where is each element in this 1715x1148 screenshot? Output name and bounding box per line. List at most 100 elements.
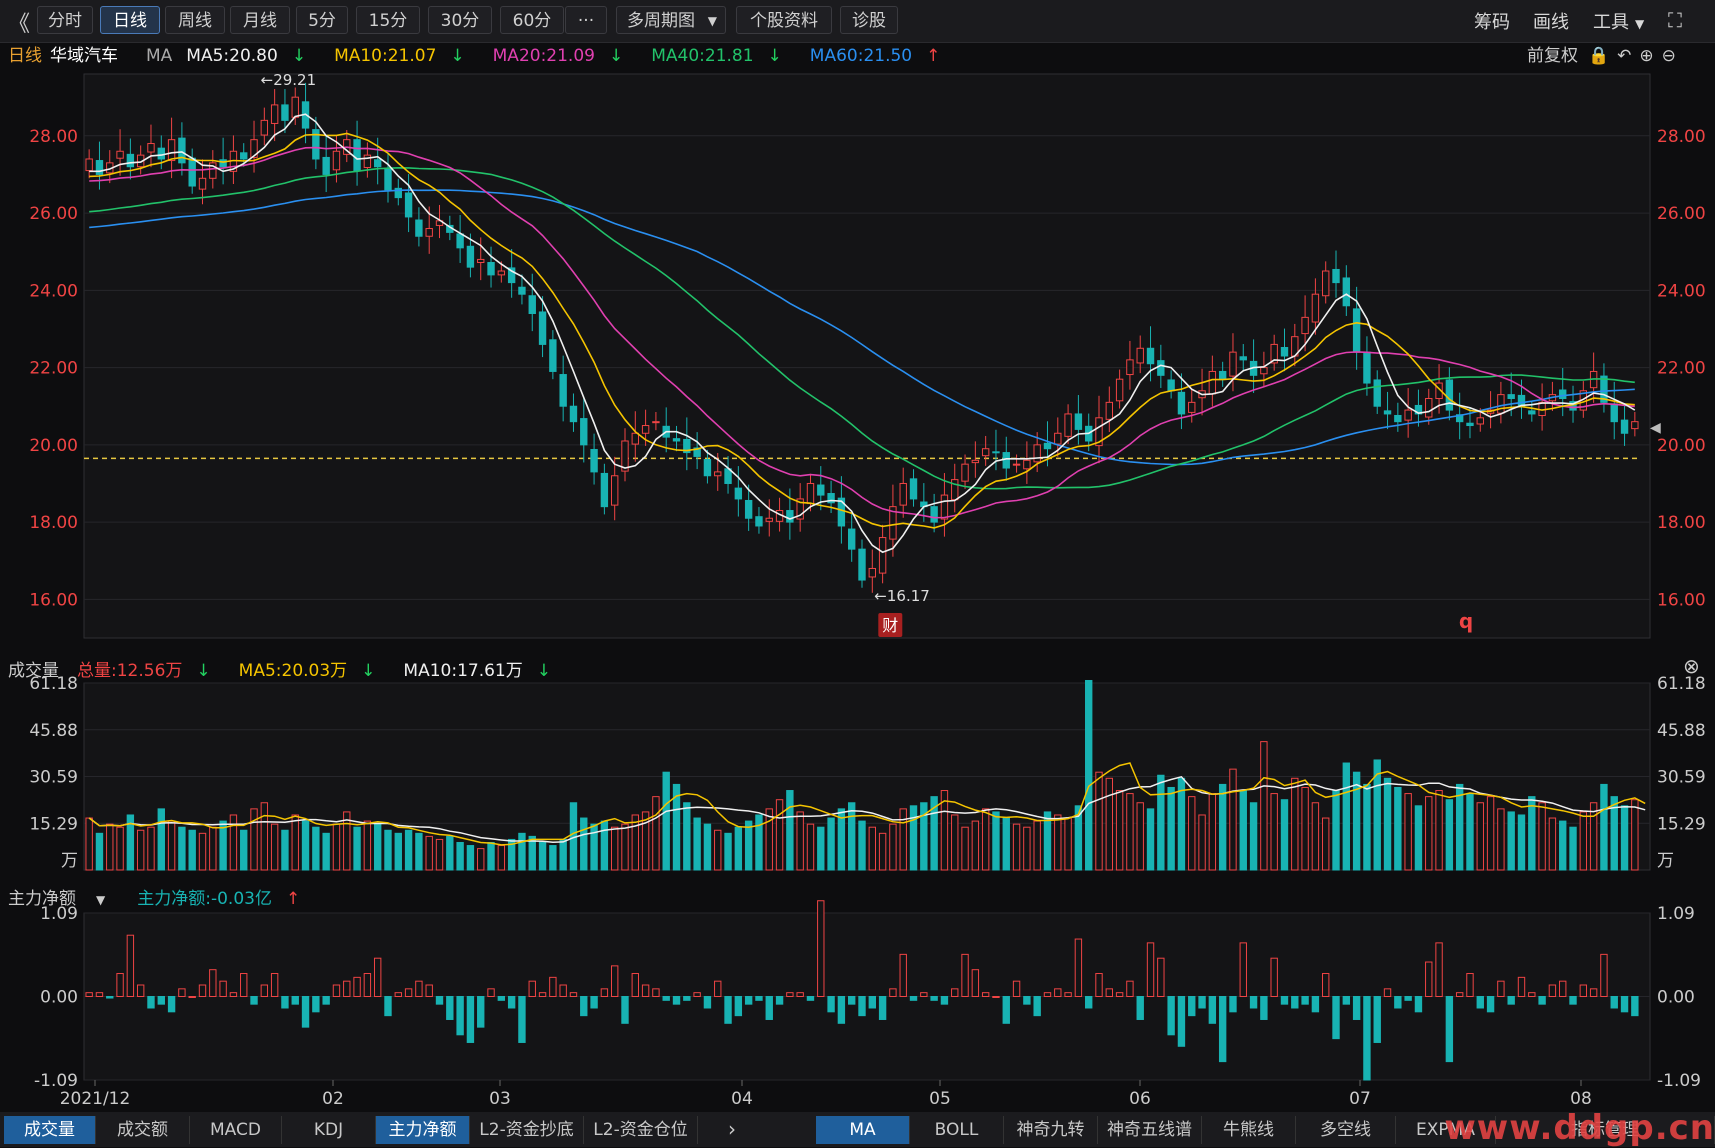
more-button[interactable]: ··· [565, 6, 607, 34]
volume-bar [1198, 814, 1206, 871]
volume-unit-right: 万 [1657, 851, 1674, 871]
candle-body [806, 482, 815, 505]
candle-body [899, 482, 907, 506]
volume-bar [126, 814, 135, 871]
flow-bar [1043, 992, 1052, 998]
candle-body [1260, 367, 1268, 375]
price-tick-left: 16.00 [29, 590, 78, 610]
period-label: 日线 [8, 46, 42, 66]
period-tab-7[interactable]: 60分 [500, 6, 564, 34]
draw-button[interactable]: 画线 [1533, 12, 1569, 33]
stock-name: 华域汽车 [50, 46, 118, 66]
flow-bar [848, 996, 856, 1005]
flow-bar [765, 996, 773, 1020]
volume-bar [477, 848, 485, 871]
candle-body [981, 448, 990, 457]
diagnose-button[interactable]: 诊股 [840, 6, 898, 34]
indicator-tab-3[interactable]: KDJ [282, 1116, 376, 1144]
period-tab-4[interactable]: 5分 [296, 6, 348, 34]
volume-bar [1600, 783, 1608, 871]
indicator-tab-5[interactable]: L2-资金抄底 [470, 1116, 584, 1144]
adjust-control[interactable]: 前复权 🔒 ↶ ⊕ ⊖ [1527, 41, 1690, 66]
flow-bar [507, 996, 516, 1009]
candle-body [1229, 351, 1237, 377]
candle-body [971, 459, 980, 464]
indicator-name[interactable]: MA [146, 46, 173, 66]
multi-period-button[interactable]: 多周期图 ▼ [616, 6, 726, 34]
flow-bar [528, 980, 536, 997]
volume-bar [971, 820, 980, 871]
undo-icon[interactable]: ↶ [1617, 46, 1632, 66]
flow-title[interactable]: 主力净额 ▼ [8, 889, 119, 909]
flow-bar [415, 980, 423, 997]
flow-bar [1363, 996, 1371, 1081]
candle-body [312, 129, 320, 160]
volume-bar [1322, 817, 1330, 871]
volume-bar [981, 808, 990, 871]
flow-legend: 主力净额 ▼ 主力净额:-0.03亿 ↑ [8, 884, 328, 909]
indicator-tab-6[interactable]: L2-资金仓位 [584, 1116, 698, 1144]
period-tab-1[interactable]: 日线 [100, 6, 160, 34]
candle-body [1435, 382, 1443, 399]
overlay-tab-6[interactable]: EXPMA [1396, 1116, 1496, 1144]
price-tick-left: 22.00 [29, 359, 78, 379]
zoom-out-icon[interactable]: ⊖ [1661, 46, 1676, 66]
flow-bar [868, 996, 876, 1009]
ma20-line [89, 146, 1635, 519]
overlay-tab-3[interactable]: 神奇五线谱 [1098, 1116, 1202, 1144]
overlay-tab-2[interactable]: 神奇九转 [1004, 1116, 1098, 1144]
flow-bar [1146, 942, 1155, 998]
flow-bar [1198, 996, 1206, 1009]
flow-bar [703, 996, 712, 1009]
period-tab-3[interactable]: 月线 [230, 6, 290, 34]
close-panel-icon[interactable]: ⊗ [1683, 654, 1700, 678]
back-icon[interactable]: 《 [8, 12, 31, 37]
volume-ma5: MA5:20.03万 ↓ [239, 661, 390, 681]
period-tab-2[interactable]: 周线 [165, 6, 225, 34]
candle-body [1311, 293, 1320, 323]
overlay-tab-1[interactable]: BOLL [910, 1116, 1004, 1144]
indicator-tab-2[interactable]: MACD [190, 1116, 282, 1144]
volume-bar [631, 814, 639, 871]
overlay-tab-4[interactable]: 牛熊线 [1202, 1116, 1296, 1144]
volume-bar [394, 832, 402, 871]
volume-bar [1002, 817, 1010, 871]
indicator-tab-0[interactable]: 成交量 [4, 1116, 96, 1144]
volume-bar [1342, 762, 1351, 871]
overlay-tab-0[interactable]: MA [816, 1116, 910, 1144]
indicator-tab-1[interactable]: 成交额 [96, 1116, 190, 1144]
down-arrow-icon: ↓ [450, 46, 465, 66]
flow-bar [1167, 996, 1175, 1036]
volume-title: 成交量 [8, 661, 59, 681]
volume-bar [992, 811, 1000, 871]
candle-body [1631, 421, 1639, 430]
overlay-tab-5[interactable]: 多空线 [1296, 1116, 1396, 1144]
volume-bar [1301, 786, 1309, 871]
fullscreen-icon[interactable]: ⛶ [1668, 8, 1682, 32]
lock-icon[interactable]: 🔒 [1588, 46, 1610, 66]
volume-bar [1455, 783, 1464, 871]
period-tab-6[interactable]: 30分 [428, 6, 492, 34]
volume-bar [817, 826, 825, 871]
stock-chart[interactable]: ←29.21 ←16.17 财 q ◀ 28.00 28.00 26.00 26.00 24.0… [0, 0, 1715, 1112]
period-tab-0[interactable]: 分时 [37, 6, 93, 34]
candle-body [837, 497, 846, 527]
flow-bar [1373, 996, 1381, 1043]
flow-bar [1012, 980, 1021, 997]
down-arrow-icon: ↓ [536, 661, 551, 681]
flow-bar [1270, 957, 1278, 998]
flow-bar [1249, 996, 1258, 1009]
zoom-in-icon[interactable]: ⊕ [1639, 46, 1654, 66]
chips-button[interactable]: 筹码 [1474, 12, 1510, 33]
candle-body [116, 150, 124, 159]
flow-bar [446, 996, 454, 1020]
period-tab-5[interactable]: 15分 [356, 6, 420, 34]
indicator-tab-4[interactable]: 主力净额 [376, 1116, 470, 1144]
flow-bar [466, 996, 475, 1043]
profile-button[interactable]: 个股资料 [736, 6, 832, 34]
chevron-right-icon[interactable]: › [728, 1117, 736, 1141]
candle-body [744, 499, 753, 519]
candle-body [528, 295, 536, 315]
tools-button[interactable]: 工具 ▼ [1593, 8, 1644, 34]
candle-body [1177, 391, 1186, 415]
